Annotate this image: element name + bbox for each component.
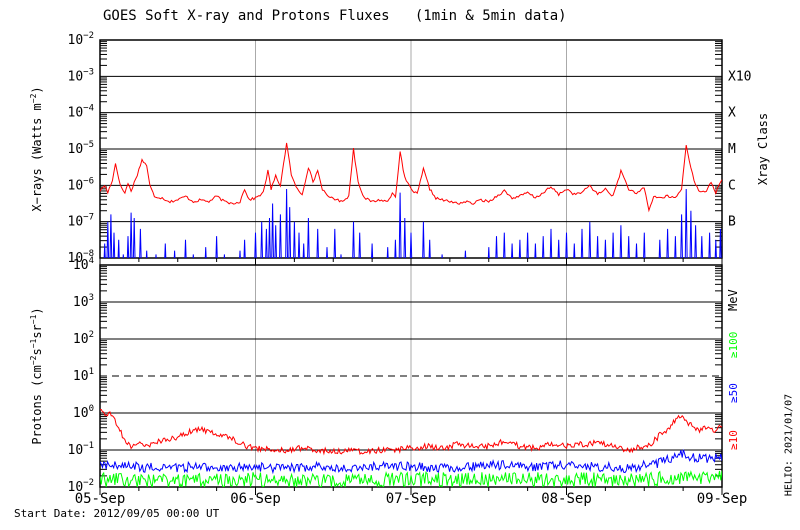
- log-minor-ticks: [100, 41, 722, 248]
- axis-label-text: ): [30, 307, 44, 315]
- axis-label-text: s: [30, 348, 44, 356]
- y-tick-label: 10−2: [68, 478, 95, 495]
- start-date-label: Start Date: 2012/09/05 00:00 UT: [14, 507, 220, 520]
- y-tick-label: 10−6: [68, 176, 95, 193]
- y-tick-label: 100: [73, 404, 94, 421]
- y-tick-label: 102: [73, 330, 94, 347]
- xray-panel-border: [99, 39, 723, 259]
- axis-label-text: −2: [29, 93, 38, 104]
- y-tick-label: 10−4: [68, 104, 95, 121]
- xray-class-axis-label: Xray Class: [756, 112, 770, 186]
- helio-watermark: HELIO: 2021/01/07: [783, 393, 795, 497]
- x-tick-label: 06-Sep: [230, 491, 281, 507]
- y-tick-label: 10−2: [68, 31, 95, 48]
- proton-panel-border: [99, 264, 723, 488]
- xray-y-axis-label: X−rays (Watts m−2): [29, 86, 44, 212]
- protons-ge100-series: [100, 470, 722, 487]
- mev-axis-label: MeV: [726, 289, 740, 311]
- proton-threshold-label: ≥100: [727, 332, 740, 359]
- axis-label-text: ): [30, 86, 44, 94]
- x-tick-label: 09-Sep: [697, 491, 748, 507]
- proton-threshold-label: ≥50: [727, 383, 740, 403]
- y-tick-label: 101: [73, 367, 94, 384]
- axis-label-text: −1: [29, 314, 38, 325]
- x-tick-label: 08-Sep: [541, 491, 592, 507]
- axis-label-text: X−rays (Watts m: [30, 103, 44, 212]
- xray-short-series: [103, 188, 722, 258]
- y-tick-label: 10−8: [68, 249, 95, 266]
- axis-label-text: −2: [29, 355, 38, 366]
- axis-label-text: Protons (cm: [30, 365, 44, 445]
- y-tick-label: 10−3: [68, 67, 95, 84]
- x-tick-label: 05-Sep: [75, 491, 126, 507]
- xray-long-series: [100, 142, 722, 213]
- y-tick-label: 10−7: [68, 213, 95, 230]
- protons-ge10-series: [100, 409, 722, 456]
- x-tick-label: 07-Sep: [386, 491, 437, 507]
- y-tick-label: 104: [73, 256, 94, 273]
- proton-y-axis-label: Protons (cm−2s−1sr−1): [29, 307, 44, 445]
- xray-class-label: B: [728, 215, 736, 230]
- xray-class-label: M: [728, 142, 736, 157]
- xray-class-label: X10: [728, 69, 751, 84]
- protons-ge50-series: [100, 449, 722, 475]
- xray-class-label: C: [728, 178, 736, 193]
- proton-threshold-label: ≥10: [727, 430, 740, 450]
- y-tick-label: 103: [73, 293, 94, 310]
- xray-class-label: X: [728, 106, 736, 121]
- axis-label-text: −1: [29, 338, 38, 349]
- y-tick-label: 10−5: [68, 140, 95, 157]
- axis-label-text: sr: [30, 324, 44, 339]
- y-tick-label: 10−1: [68, 441, 95, 458]
- chart-title: GOES Soft X-ray and Protons Fluxes (1min…: [103, 8, 567, 24]
